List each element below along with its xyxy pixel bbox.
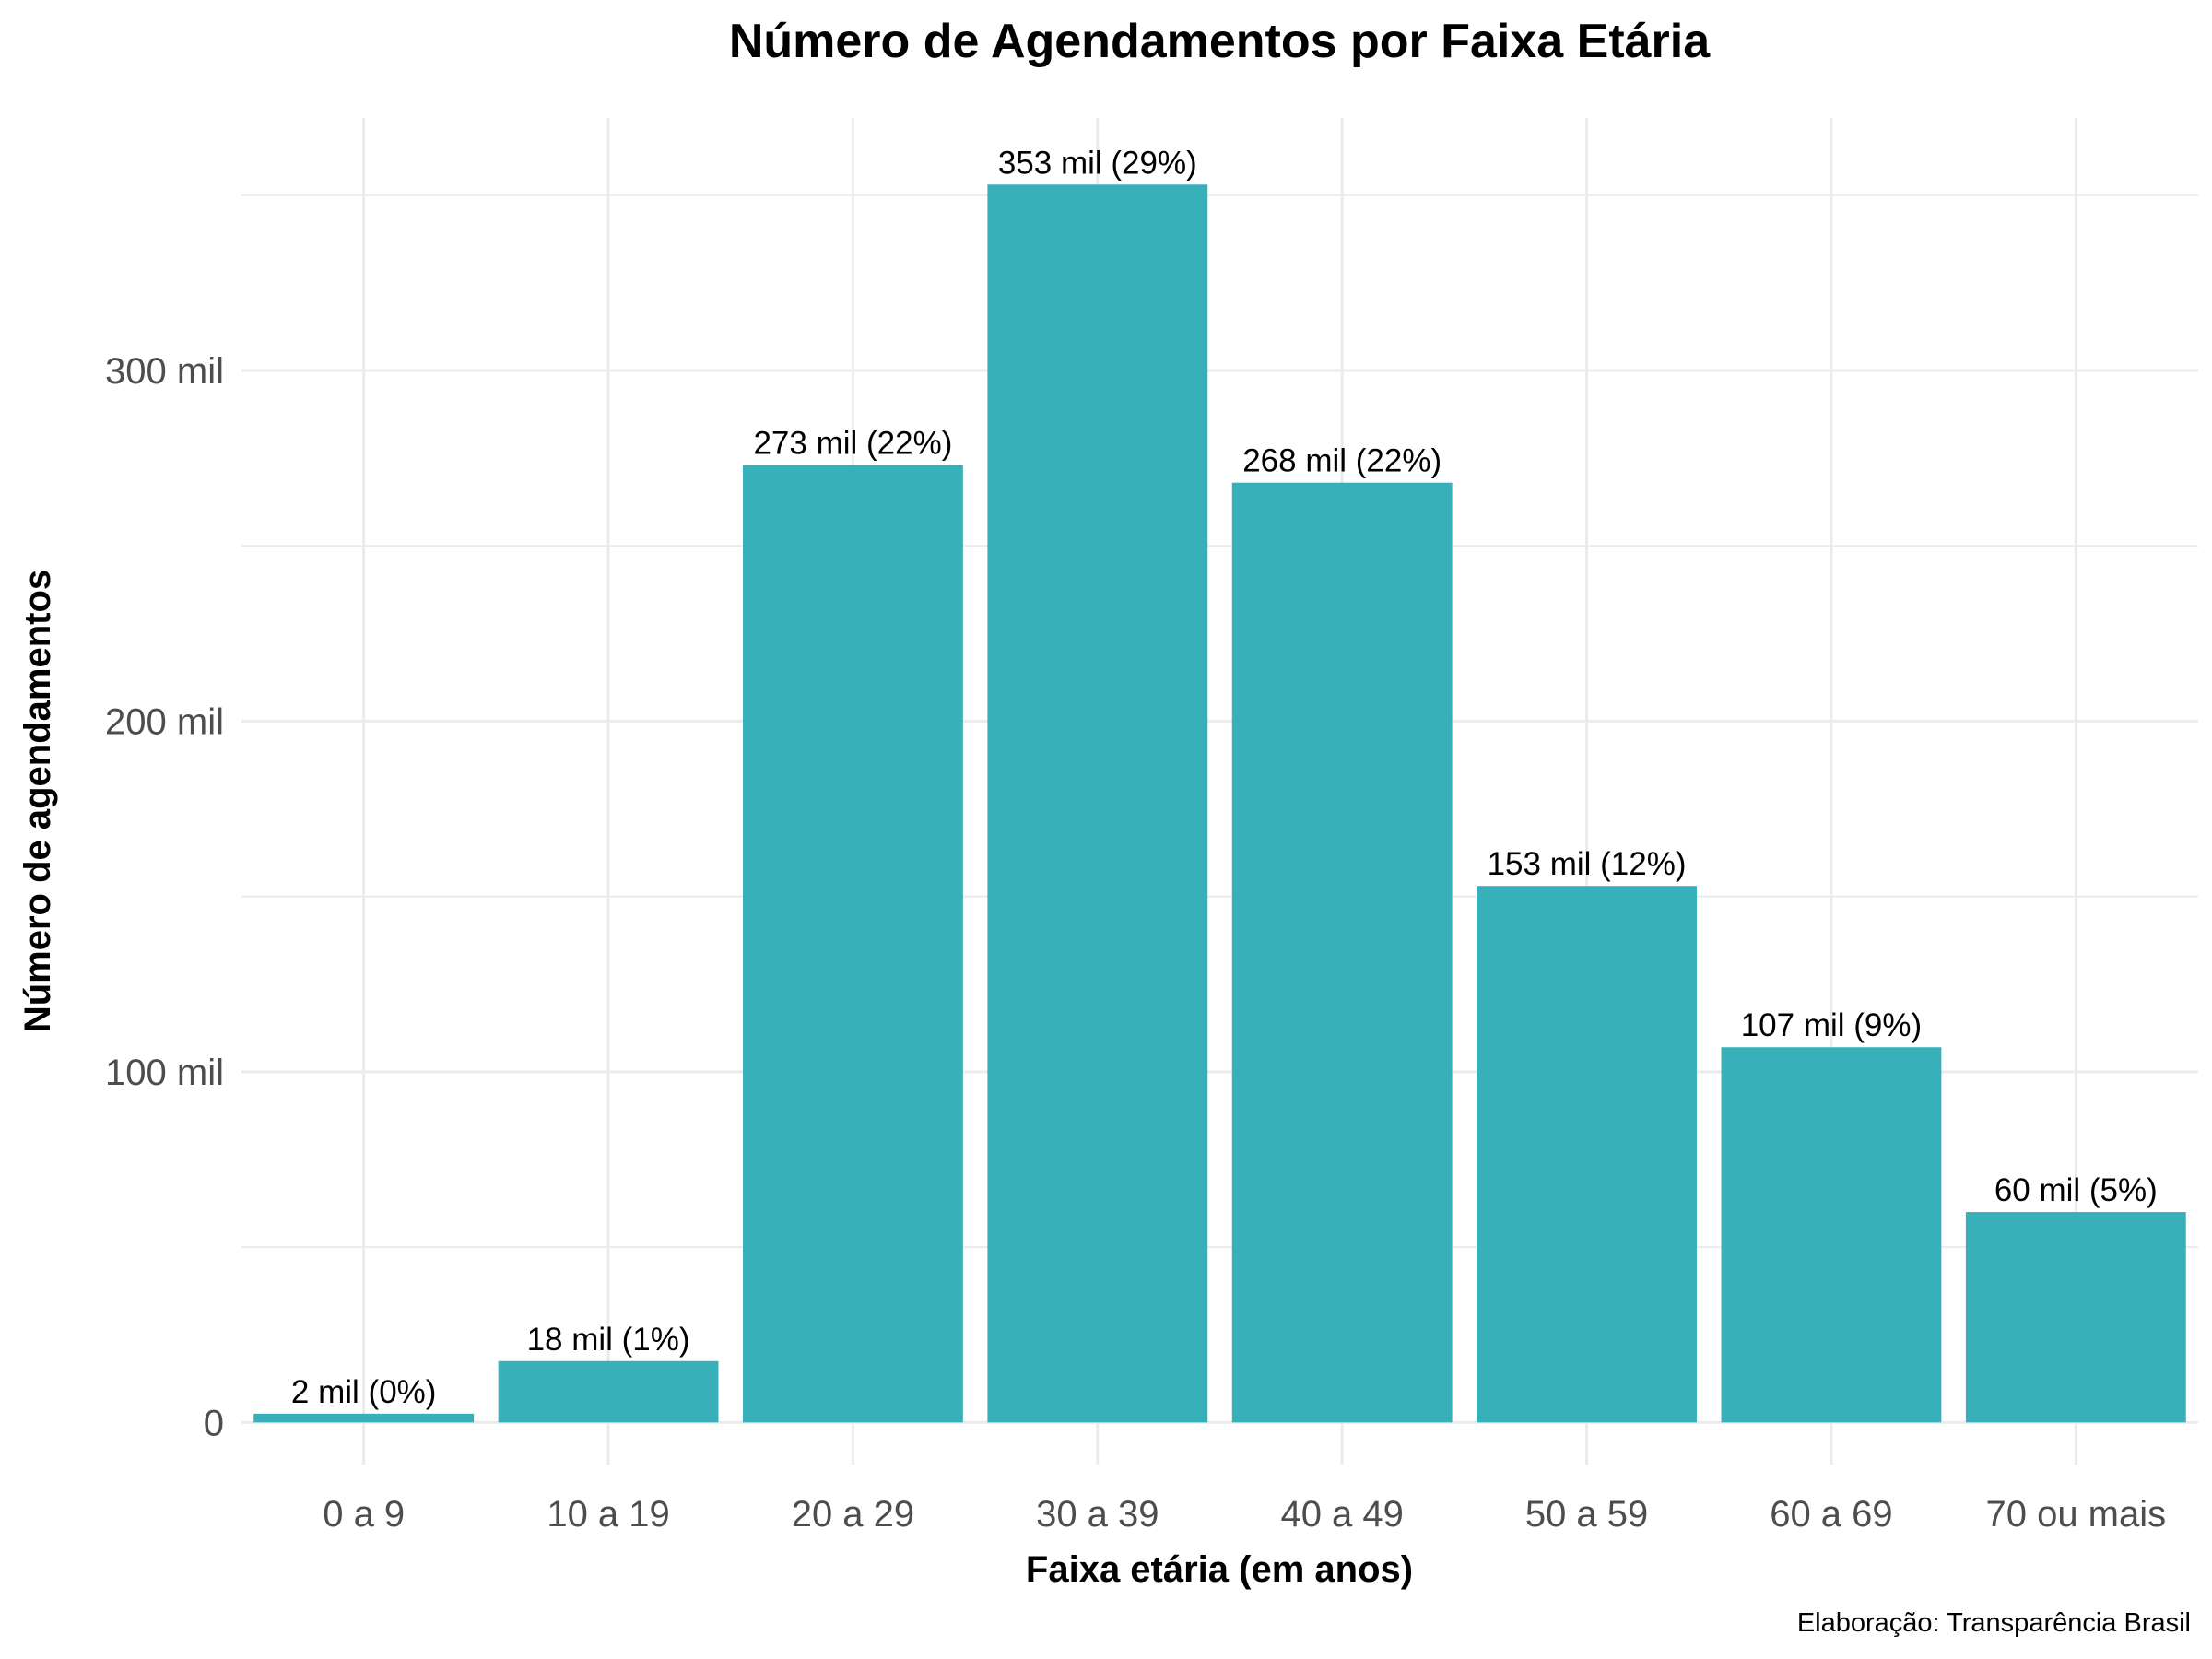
bar	[987, 184, 1208, 1423]
x-axis-ticks: 0 a 9 10 a 19 20 a 29 30 a 39 40 a 49 50 a 59…	[323, 1494, 2166, 1535]
bar	[1477, 886, 1697, 1423]
y-tick-label: 0	[204, 1403, 224, 1443]
y-axis-ticks: 0 100 mil 200 mil 300 mil	[105, 351, 224, 1443]
chart-caption: Elaboração: Transparência Brasil	[1797, 1608, 2191, 1638]
bar	[1231, 482, 1453, 1423]
bar	[1721, 1047, 1942, 1423]
bar	[743, 465, 963, 1423]
bar-value-label: 107 mil (9%)	[1741, 1007, 1922, 1043]
y-tick-label: 200 mil	[105, 701, 224, 742]
bar-value-label: 353 mil (29%)	[998, 145, 1197, 181]
bar-value-label: 273 mil (22%)	[753, 426, 952, 462]
x-tick-label: 20 a 29	[792, 1494, 914, 1535]
bar-value-label: 18 mil (1%)	[527, 1322, 690, 1358]
y-tick-label: 100 mil	[105, 1053, 224, 1093]
bar	[498, 1360, 719, 1423]
bars	[253, 184, 2186, 1423]
bar-value-label: 153 mil (12%)	[1488, 846, 1687, 882]
data-labels: 2 mil (0%) 18 mil (1%) 273 mil (22%) 353 mi…	[291, 145, 2158, 1410]
x-tick-label: 0 a 9	[323, 1494, 405, 1535]
x-tick-label: 40 a 49	[1280, 1494, 1403, 1535]
x-tick-label: 60 a 69	[1770, 1494, 1892, 1535]
bar-value-label: 60 mil (5%)	[1994, 1172, 2158, 1208]
x-axis-title: Faixa etária (em anos)	[1026, 1549, 1413, 1590]
bar	[253, 1413, 475, 1423]
y-axis-title: Número de agendamentos	[18, 570, 58, 1032]
x-tick-label: 30 a 39	[1036, 1494, 1159, 1535]
x-tick-label: 70 ou mais	[1985, 1494, 2166, 1535]
x-tick-label: 10 a 19	[547, 1494, 669, 1535]
bar	[1965, 1212, 2186, 1423]
y-tick-label: 300 mil	[105, 351, 224, 392]
bar-value-label: 268 mil (22%)	[1242, 443, 1441, 479]
bar-value-label: 2 mil (0%)	[291, 1374, 437, 1410]
x-tick-label: 50 a 59	[1525, 1494, 1648, 1535]
chart-title: Número de Agendamentos por Faixa Etária	[729, 15, 1711, 68]
